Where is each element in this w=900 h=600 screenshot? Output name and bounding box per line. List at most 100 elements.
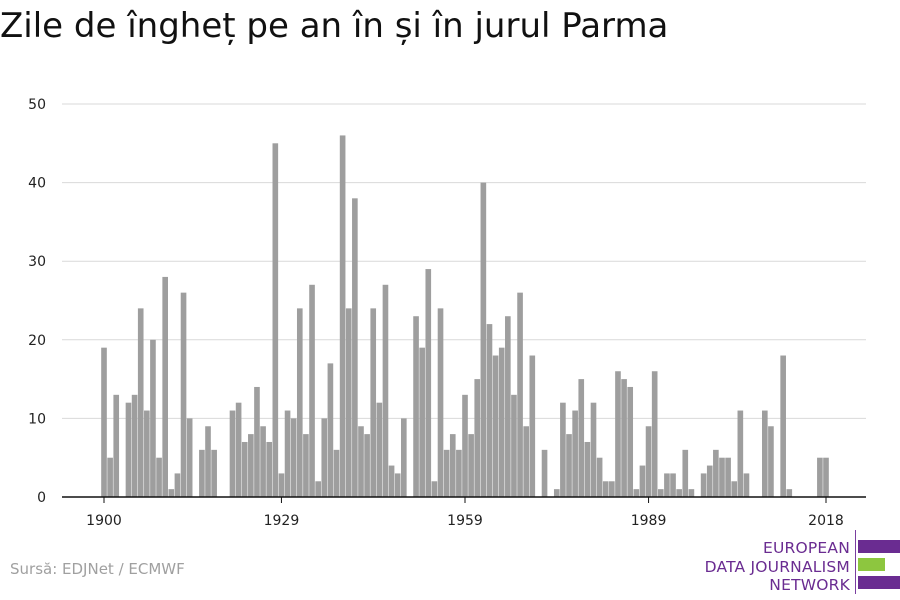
bar bbox=[413, 316, 419, 497]
bar bbox=[437, 308, 444, 497]
bar bbox=[578, 379, 585, 497]
bar bbox=[621, 379, 627, 497]
bar bbox=[101, 347, 107, 497]
bar bbox=[327, 363, 334, 497]
bar bbox=[419, 347, 425, 497]
bar bbox=[278, 473, 285, 497]
bar bbox=[645, 426, 652, 497]
y-tick-label: 0 bbox=[37, 490, 46, 506]
bars bbox=[101, 135, 829, 498]
x-tick-label: 1900 bbox=[86, 513, 122, 529]
bar bbox=[492, 355, 499, 497]
bar bbox=[205, 426, 211, 497]
bar bbox=[150, 339, 156, 497]
bar bbox=[817, 457, 823, 497]
bar bbox=[358, 426, 364, 497]
bar bbox=[388, 465, 395, 497]
bar bbox=[719, 457, 725, 497]
bar bbox=[260, 426, 266, 497]
bar bbox=[786, 489, 793, 497]
bar bbox=[180, 292, 187, 497]
bar bbox=[296, 308, 303, 497]
logo-bar-middle bbox=[858, 558, 885, 571]
source-note: Sursă: EDJNet / ECMWF bbox=[10, 560, 185, 578]
bar bbox=[144, 410, 150, 497]
bar bbox=[682, 449, 689, 497]
y-tick-label: 30 bbox=[28, 254, 46, 270]
bar bbox=[737, 410, 744, 497]
bar bbox=[474, 379, 481, 497]
bar bbox=[168, 489, 175, 497]
bar bbox=[352, 198, 358, 497]
bar bbox=[480, 182, 487, 497]
bar bbox=[309, 284, 315, 497]
x-axis: 1900 1929 1959 1989 2018 bbox=[62, 496, 866, 529]
bar bbox=[713, 449, 719, 497]
y-axis-labels: 0 10 20 30 40 50 bbox=[28, 97, 46, 506]
bar bbox=[657, 489, 664, 497]
bar bbox=[462, 394, 468, 497]
bar bbox=[706, 465, 713, 497]
bar bbox=[431, 481, 438, 497]
gridlines bbox=[62, 103, 866, 419]
bar bbox=[456, 449, 462, 497]
bar bbox=[553, 489, 560, 497]
y-tick-label: 20 bbox=[28, 333, 46, 349]
bar bbox=[590, 402, 597, 497]
bar bbox=[449, 434, 456, 497]
bar bbox=[780, 355, 786, 497]
bar bbox=[602, 481, 609, 497]
bar bbox=[505, 316, 511, 497]
x-tick-label: 1989 bbox=[631, 513, 667, 529]
bar bbox=[670, 473, 676, 497]
logo-line-3: NETWORK bbox=[769, 576, 850, 594]
x-tick-label: 2018 bbox=[808, 513, 844, 529]
bar bbox=[266, 441, 273, 497]
bar bbox=[688, 489, 695, 497]
bar bbox=[425, 269, 432, 497]
bar bbox=[254, 386, 260, 497]
bar bbox=[651, 371, 658, 497]
bar bbox=[541, 449, 548, 497]
x-tick-label: 1959 bbox=[447, 513, 483, 529]
bar bbox=[137, 308, 144, 497]
bar bbox=[131, 394, 138, 497]
y-tick-label: 50 bbox=[28, 97, 46, 113]
bar bbox=[401, 418, 407, 497]
bar bbox=[639, 465, 646, 497]
bar bbox=[125, 402, 132, 497]
bar bbox=[235, 402, 242, 497]
bar bbox=[162, 276, 168, 497]
bar bbox=[566, 434, 572, 497]
bar bbox=[498, 347, 505, 497]
chart-title: Zile de îngheț pe an în și în jurul Parm… bbox=[0, 6, 669, 46]
bar bbox=[609, 481, 615, 497]
bar bbox=[443, 449, 450, 497]
bar bbox=[523, 426, 529, 497]
logo-line-2: DATA JOURNALISM bbox=[704, 558, 850, 576]
bar bbox=[560, 402, 566, 497]
bar bbox=[364, 434, 370, 497]
bar bbox=[229, 410, 236, 497]
bar bbox=[376, 402, 383, 497]
bar bbox=[731, 481, 738, 497]
bar bbox=[700, 473, 707, 497]
bar bbox=[321, 418, 328, 497]
bar bbox=[272, 143, 279, 498]
bar bbox=[664, 473, 670, 497]
bar bbox=[303, 434, 309, 497]
y-tick-label: 40 bbox=[28, 176, 46, 192]
bar bbox=[743, 473, 750, 497]
bar bbox=[627, 386, 634, 497]
edjnet-logo: EUROPEAN DATA JOURNALISM NETWORK bbox=[700, 530, 900, 594]
bar bbox=[382, 284, 389, 497]
logo-divider bbox=[855, 530, 856, 594]
bar bbox=[333, 449, 340, 497]
bar bbox=[339, 135, 346, 497]
bar bbox=[345, 308, 352, 497]
bar bbox=[633, 489, 640, 497]
bar bbox=[768, 426, 774, 497]
bar bbox=[725, 457, 731, 497]
bar bbox=[156, 457, 162, 497]
